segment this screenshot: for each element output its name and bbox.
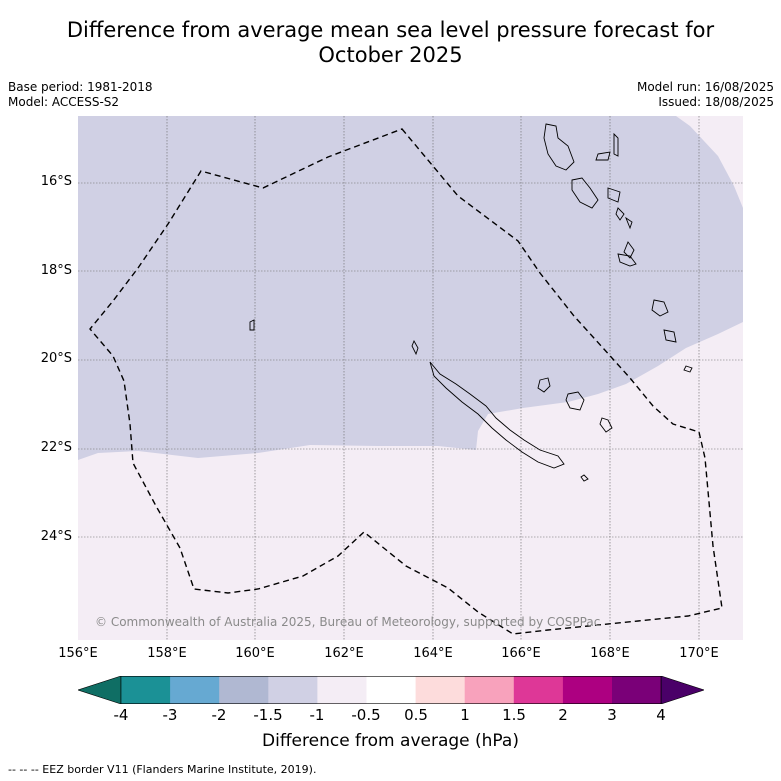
lat-label-20s: 20°S	[40, 351, 72, 366]
cb-tick: -1	[309, 706, 325, 724]
base-period: Base period: 1981-2018	[8, 80, 153, 94]
lon-label-156e: 156°E	[58, 646, 98, 661]
lon-label-166e: 166°E	[501, 646, 541, 661]
colorbar-segment	[268, 676, 318, 704]
cb-tick: -1.5	[253, 706, 283, 724]
colorbar-segment	[170, 676, 220, 704]
vanuatu-islands	[543, 123, 575, 171]
forecast-map: © Commonwealth of Australia 2025, Bureau…	[78, 116, 743, 640]
loyalty-islands	[537, 377, 551, 393]
colorbar-label: Difference from average (hPa)	[262, 731, 519, 751]
cb-tick: 1.5	[502, 706, 526, 724]
lon-label-164e: 164°E	[413, 646, 453, 661]
cb-tick: 2	[558, 706, 568, 724]
colorbar-segment	[464, 676, 515, 704]
meta-right: Model run: 16/08/2025 Issued: 18/08/2025	[637, 80, 774, 110]
lat-label-22s: 22°S	[40, 440, 72, 455]
chart-title: Difference from average mean sea level p…	[0, 18, 781, 68]
issued-date: Issued: 18/08/2025	[658, 95, 774, 109]
lon-label-168e: 168°E	[590, 646, 630, 661]
colorbar-border	[120, 676, 662, 704]
gridlines	[78, 116, 743, 640]
colorbar-extend-low	[78, 676, 122, 704]
title-line-1: Difference from average mean sea level p…	[66, 18, 715, 42]
colorbar-segment	[317, 676, 367, 704]
colorbar-segments	[78, 676, 704, 704]
model-name: Model: ACCESS-S2	[8, 95, 120, 109]
eez-border	[89, 128, 723, 635]
lat-label-16s: 16°S	[40, 174, 72, 189]
lat-label-24s: 24°S	[40, 529, 72, 544]
colorbar-segment	[562, 676, 613, 704]
cb-tick: 3	[607, 706, 617, 724]
meta-left: Base period: 1981-2018 Model: ACCESS-S2	[8, 80, 153, 110]
copyright-text: © Commonwealth of Australia 2025, Bureau…	[95, 615, 600, 629]
colorbar-segment	[219, 676, 269, 704]
lon-label-160e: 160°E	[235, 646, 275, 661]
cb-tick: -2	[211, 706, 227, 724]
eez-footnote: -- -- -- EEZ border V11 (Flanders Marine…	[8, 763, 317, 776]
colorbar-segment	[513, 676, 564, 704]
lon-label-170e: 170°E	[679, 646, 719, 661]
new-caledonia-island	[429, 361, 565, 469]
model-run: Model run: 16/08/2025	[636, 80, 774, 94]
title-line-2: October 2025	[318, 43, 463, 67]
lon-label-162e: 162°E	[324, 646, 364, 661]
coastlines	[249, 123, 693, 482]
colorbar-segment	[612, 676, 662, 704]
colorbar-segment	[121, 676, 171, 704]
cb-tick: -0.5	[351, 706, 381, 724]
cb-tick: -3	[162, 706, 178, 724]
anomaly-region-blue	[78, 116, 743, 460]
colorbar-segment	[415, 676, 466, 704]
cb-tick: 1	[460, 706, 470, 724]
colorbar-segment	[366, 676, 417, 704]
lat-label-18s: 18°S	[40, 263, 72, 278]
cb-tick: 4	[656, 706, 666, 724]
colorbar	[78, 676, 704, 704]
lon-label-158e: 158°E	[147, 646, 187, 661]
cb-tick: 0.5	[404, 706, 428, 724]
colorbar-extend-high	[660, 676, 704, 704]
cb-tick: -4	[113, 706, 129, 724]
